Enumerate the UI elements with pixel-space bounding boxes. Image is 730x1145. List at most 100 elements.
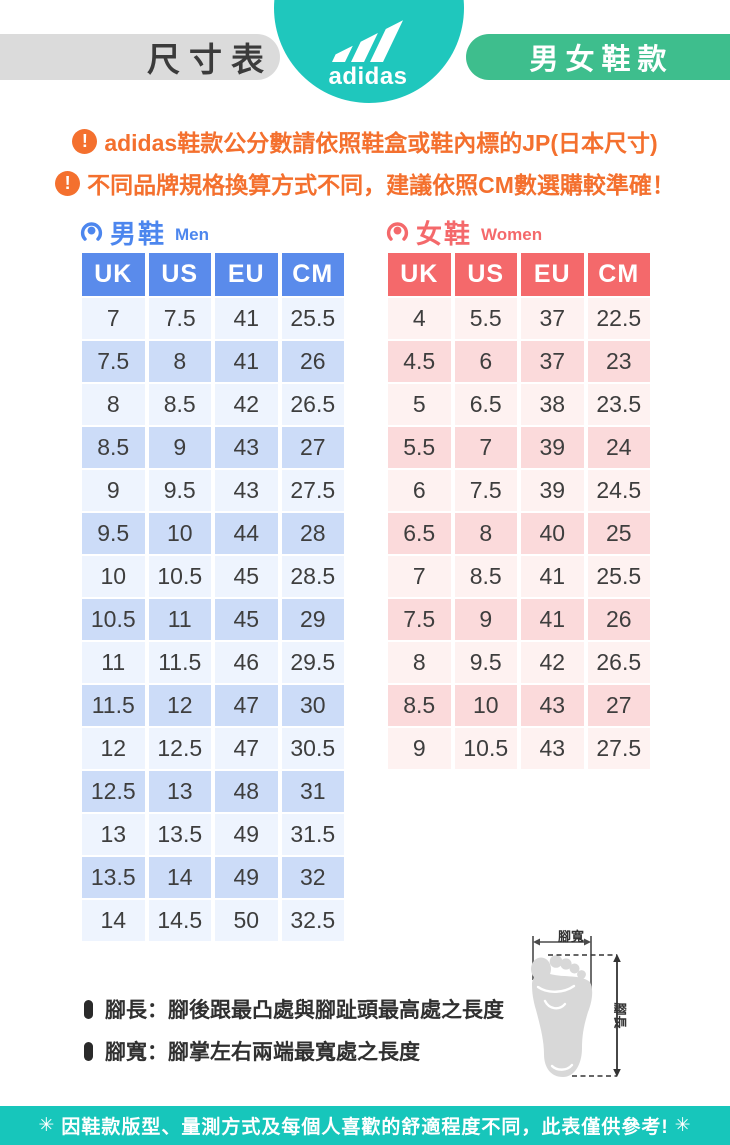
size-cell: 8 [148,341,211,382]
women-title-en: Women [481,224,543,244]
size-cell: 31 [281,771,344,812]
size-cell: 43 [215,427,278,468]
size-cell: 24.5 [587,470,650,511]
size-cell: 27.5 [281,470,344,511]
column-header: US [454,253,517,296]
size-cell: 11.5 [82,685,145,726]
size-cell: 7.5 [454,470,517,511]
size-cell: 10.5 [148,556,211,597]
legend-text: 腳長：腳後跟最凸處與腳趾頭最高處之長度 [105,999,504,1022]
size-cell: 12.5 [148,728,211,769]
size-cell: 12.5 [82,771,145,812]
footer-disclaimer-bar: ✳ 因鞋款版型、量測方式及每個人喜歡的舒適程度不同，此表僅供參考! ✳ [0,1106,730,1145]
size-cell: 30.5 [281,728,344,769]
size-cell: 4.5 [388,341,451,382]
size-cell: 29 [281,599,344,640]
size-cell: 42 [215,384,278,425]
size-cell: 41 [521,599,584,640]
size-cell: 48 [215,771,278,812]
column-header: UK [388,253,451,296]
size-cell: 23.5 [587,384,650,425]
size-cell: 13 [148,771,211,812]
column-header: US [148,253,211,296]
size-cell: 32.5 [281,900,344,941]
size-cell: 43 [521,728,584,769]
size-cell: 8.5 [148,384,211,425]
size-cell: 41 [215,341,278,382]
women-table-title: 女鞋 Women [386,217,543,249]
size-cell: 10.5 [454,728,517,769]
foot-diagram-graphic [531,936,621,1077]
size-cell: 8 [82,384,145,425]
size-cell: 13 [82,814,145,855]
size-cell: 10 [454,685,517,726]
size-cell: 43 [215,470,278,511]
size-cell: 8 [388,642,451,683]
size-cell: 5.5 [388,427,451,468]
size-cell: 14 [148,857,211,898]
size-cell: 29.5 [281,642,344,683]
size-cell: 9.5 [148,470,211,511]
column-header: EU [521,253,584,296]
star-icon: ✳ [38,1115,56,1136]
size-cell: 9 [82,470,145,511]
person-icon [80,221,103,241]
column-header: CM [587,253,650,296]
exclamation-icon: ! [72,128,98,154]
size-cell: 26 [281,341,344,382]
size-cell: 12 [148,685,211,726]
size-cell: 30 [281,685,344,726]
person-icon [386,221,409,241]
size-cell: 47 [215,685,278,726]
size-chart-title: 尺寸表 [147,41,273,78]
size-chart-title-pill: 尺寸表 [0,34,280,80]
size-cell: 7 [454,427,517,468]
size-cell: 23 [587,341,650,382]
men-title-zh: 男鞋 [110,218,167,249]
size-cell: 38 [521,384,584,425]
size-cell: 25.5 [587,556,650,597]
size-cell: 41 [521,556,584,597]
size-cell: 24 [587,427,650,468]
men-title-en: Men [175,224,210,244]
size-cell: 41 [215,298,278,339]
adidas-logo-icon: adidas [328,20,407,90]
footer-text: 因鞋款版型、量測方式及每個人喜歡的舒適程度不同，此表僅供參考! [61,1117,669,1138]
size-cell: 13.5 [82,857,145,898]
size-cell: 11 [148,599,211,640]
size-cell: 39 [521,427,584,468]
size-cell: 8.5 [454,556,517,597]
size-cell: 22.5 [587,298,650,339]
size-cell: 27 [281,427,344,468]
size-cell: 8.5 [82,427,145,468]
size-cell: 49 [215,814,278,855]
bullet-icon [84,999,93,1019]
size-cell: 45 [215,599,278,640]
foot-measurement-diagram: 腳寬 腳長 [520,929,685,1102]
size-cell: 27.5 [587,728,650,769]
notice-text: adidas鞋款公分數請依照鞋盒或鞋內標的JP(日本尺寸) [104,130,658,156]
size-cell: 43 [521,685,584,726]
women-title-zh: 女鞋 [416,218,473,249]
size-cell: 50 [215,900,278,941]
size-cell: 42 [521,642,584,683]
size-cell: 26.5 [587,642,650,683]
foot-width-label: 腳寬 [557,929,584,944]
size-cell: 46 [215,642,278,683]
size-cell: 6 [388,470,451,511]
star-icon: ✳ [674,1115,692,1136]
men-table-title: 男鞋 Men [80,217,210,249]
size-cell: 10.5 [82,599,145,640]
size-cell: 9.5 [454,642,517,683]
foot-length-label: 腳長 [612,1002,628,1029]
legend-text: 腳寬：腳掌左右兩端最寬處之長度 [105,1041,420,1064]
size-cell: 10 [82,556,145,597]
women-size-table: UK US EU CM 4 5.5 37 22.5 4.5 6 37 23 5 6.5 38 23.5 5.5 7… [388,253,650,769]
category-pill: 男女鞋款 [466,34,730,80]
size-cell: 8 [454,513,517,554]
size-cell: 7.5 [82,341,145,382]
category-label: 男女鞋款 [529,44,674,76]
exclamation-icon: ! [55,170,81,196]
size-cell: 8.5 [388,685,451,726]
